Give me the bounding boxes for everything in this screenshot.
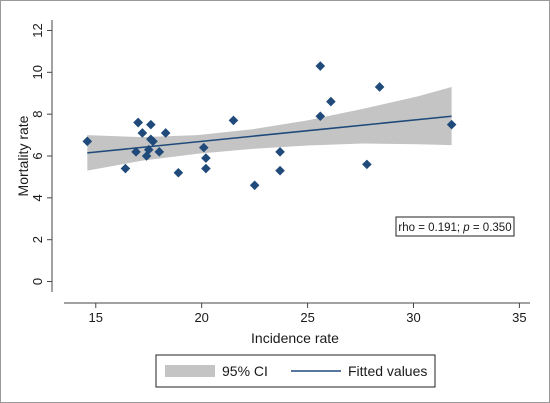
correlation-annotation: rho = 0.191; p = 0.350 [395, 216, 515, 237]
data-point [131, 147, 141, 157]
x-tick-label: 20 [194, 310, 208, 325]
data-point [137, 128, 148, 138]
data-point [275, 165, 285, 176]
legend-label-ci: 95% CI [222, 363, 268, 379]
axis-ticks: 0 2 4 6 8 10 12 15 20 25 30 35 [30, 23, 527, 325]
data-point [315, 61, 326, 71]
data-point [143, 144, 154, 155]
data-point [133, 117, 143, 128]
x-tick-label: 15 [89, 310, 103, 325]
data-point [82, 136, 93, 147]
x-axis-label: Incidence rate [251, 330, 339, 346]
ci-band [87, 86, 452, 171]
x-tick-label: 35 [512, 310, 526, 325]
x-tick-label: 25 [300, 310, 314, 325]
y-axis-label: Mortality rate [15, 115, 31, 196]
data-point [275, 147, 285, 157]
ci-band-layer [87, 86, 452, 171]
y-tick-label: 6 [30, 152, 45, 159]
data-point [326, 96, 336, 107]
data-point [173, 167, 184, 178]
y-tick-label: 12 [30, 23, 45, 37]
y-tick-label: 0 [30, 278, 45, 285]
x-tick-label: 30 [406, 310, 420, 325]
y-tick-label: 10 [30, 65, 45, 79]
scatter-points [82, 61, 457, 191]
data-point [154, 147, 165, 157]
y-tick-label: 8 [30, 111, 45, 118]
data-point [201, 163, 211, 174]
annotation-text: rho = 0.191; p = 0.350 [398, 222, 511, 234]
data-point [228, 115, 239, 126]
data-point [446, 119, 457, 130]
data-point [146, 119, 156, 130]
y-tick-label: 4 [30, 194, 45, 201]
data-point [249, 180, 260, 191]
legend-label-fitted: Fitted values [348, 363, 427, 379]
annotation-box [395, 216, 515, 237]
data-point [148, 136, 158, 147]
legend-swatch-ci [165, 365, 215, 377]
data-point [362, 159, 372, 170]
data-point [201, 153, 211, 163]
data-point [199, 142, 209, 153]
legend: 95% CI Fitted values [155, 354, 436, 388]
data-point [120, 163, 131, 174]
data-point [160, 128, 171, 138]
data-point [374, 82, 385, 92]
data-point [315, 111, 326, 122]
y-tick-label: 2 [30, 236, 45, 243]
